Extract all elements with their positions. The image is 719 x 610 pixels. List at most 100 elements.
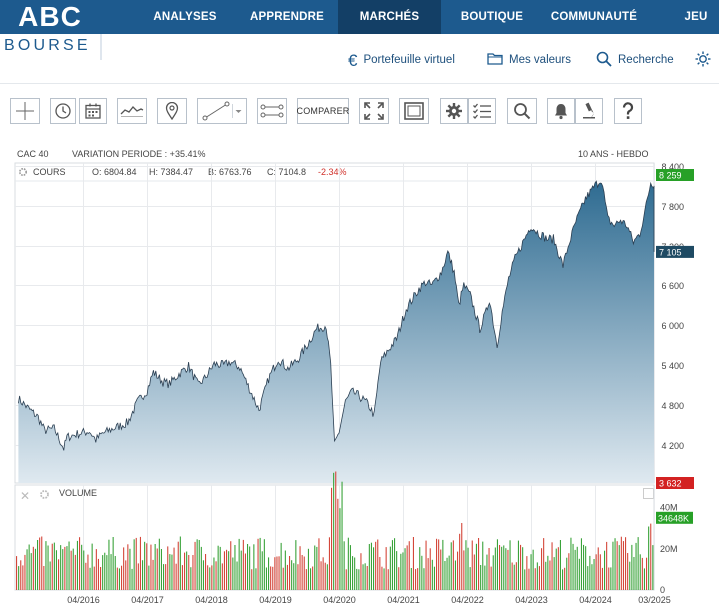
channel-tool-button[interactable] (257, 98, 287, 124)
volume-bar (177, 541, 179, 590)
volume-bar (230, 541, 232, 590)
volume-bar (118, 568, 120, 590)
volume-bar (114, 556, 116, 590)
theme-toggle[interactable] (695, 50, 717, 70)
volume-bar (270, 566, 272, 590)
volume-bar (301, 555, 303, 590)
y-tick-label: 5 400 (661, 361, 684, 371)
volume-close-icon[interactable]: ✕ (20, 489, 31, 503)
volume-bar (171, 554, 173, 590)
volume-bar (370, 542, 372, 590)
volume-bar (549, 560, 551, 590)
recherche-link[interactable]: Recherche (596, 50, 674, 70)
ohlc-low: B: 6763.76 (208, 167, 252, 177)
nav-marches[interactable]: MARCHÉS (338, 0, 441, 34)
mes-valeurs-link[interactable]: Mes valeurs (487, 50, 571, 70)
x-tick-label: 04/2021 (387, 595, 420, 605)
site-logo[interactable]: ABC BOURSE (0, 0, 100, 60)
chart-type-button[interactable] (117, 98, 147, 124)
high-badge-bg (656, 169, 694, 181)
volume-bar (242, 539, 244, 590)
volume-bar (232, 557, 234, 590)
volume-bar (198, 540, 200, 590)
series-gear-icon[interactable] (18, 167, 28, 179)
crosshair-button[interactable] (10, 98, 40, 124)
volume-bar (459, 533, 461, 590)
volume-bar (324, 562, 326, 590)
volume-bar (606, 541, 608, 590)
indicators-button[interactable] (468, 98, 496, 124)
volume-bar (398, 567, 400, 590)
volume-bar (572, 543, 574, 590)
volume-bar (480, 565, 482, 590)
volume-bar (142, 560, 144, 590)
portefeuille-virtuel-link[interactable]: € Portefeuille virtuel (348, 50, 455, 70)
volume-bar (337, 498, 339, 590)
volume-bar (352, 556, 354, 590)
frame-button[interactable] (399, 98, 429, 124)
volume-bar (293, 563, 295, 590)
volume-bar (396, 551, 398, 590)
volume-bar (18, 566, 20, 590)
volume-bar (53, 542, 55, 590)
volume-bar (335, 471, 337, 590)
calendar-button[interactable] (79, 98, 107, 124)
volume-bar (450, 542, 452, 590)
volume-bar (467, 547, 469, 590)
nav-boutique[interactable]: BOUTIQUE (460, 11, 524, 23)
nav-analyses[interactable]: ANALYSES (153, 11, 217, 23)
volume-bar (461, 523, 463, 590)
volume-bar (209, 567, 211, 590)
volume-bar (526, 556, 528, 590)
last-price-badge-bg (656, 245, 694, 258)
volume-bar (528, 568, 530, 590)
volume-bar (389, 546, 391, 590)
fullscreen-button[interactable] (359, 98, 389, 124)
nav-jeu[interactable]: JEU (684, 11, 708, 23)
compare-button[interactable]: COMPARER (297, 98, 349, 124)
volume-bar (85, 562, 87, 590)
volume-bar (125, 560, 127, 590)
x-tick-label: 03/2025 (638, 595, 671, 605)
volume-bar (200, 546, 202, 590)
volume-bar (20, 560, 22, 590)
volume-bar (62, 549, 64, 590)
volume-bar (211, 565, 213, 590)
volume-gear-icon[interactable] (39, 489, 50, 502)
nav-apprendre[interactable]: APPRENDRE (249, 11, 324, 23)
volume-bar (486, 554, 488, 590)
price-line (18, 180, 655, 451)
volume-bar (45, 541, 47, 590)
volume-bar (484, 565, 486, 590)
nav-communaute[interactable]: COMMUNAUTÉ (550, 11, 638, 23)
series-label: COURS (33, 167, 66, 177)
search-chart-button[interactable] (507, 98, 537, 124)
volume-bar (431, 559, 433, 590)
volume-bar (181, 565, 183, 590)
expand-icon (364, 102, 384, 120)
marker-button[interactable] (157, 98, 187, 124)
volume-bar (419, 547, 421, 590)
last-price-badge-label: 7 105 (659, 247, 682, 257)
volume-bar (492, 555, 494, 590)
volume-bar (589, 555, 591, 590)
volume-bar (423, 568, 425, 590)
volume-bar (112, 537, 114, 590)
help-button[interactable] (614, 98, 642, 124)
volume-bar (538, 566, 540, 590)
volume-bar (205, 554, 207, 590)
history-button[interactable] (50, 98, 76, 124)
analysis-button[interactable] (575, 98, 603, 124)
drawing-tool-button[interactable] (197, 98, 247, 124)
alert-button[interactable] (547, 98, 575, 124)
instrument-name: CAC 40 (17, 149, 49, 159)
settings-button[interactable] (440, 98, 468, 124)
top-navigation: ANALYSES APPRENDRE MARCHÉS BOUTIQUE COMM… (0, 0, 719, 34)
volume-bar (307, 548, 309, 590)
x-tick-label: 04/2022 (451, 595, 484, 605)
volume-bar (593, 559, 595, 590)
volume-bar (280, 542, 282, 590)
volume-bar (448, 555, 450, 590)
volume-bar (202, 560, 204, 590)
